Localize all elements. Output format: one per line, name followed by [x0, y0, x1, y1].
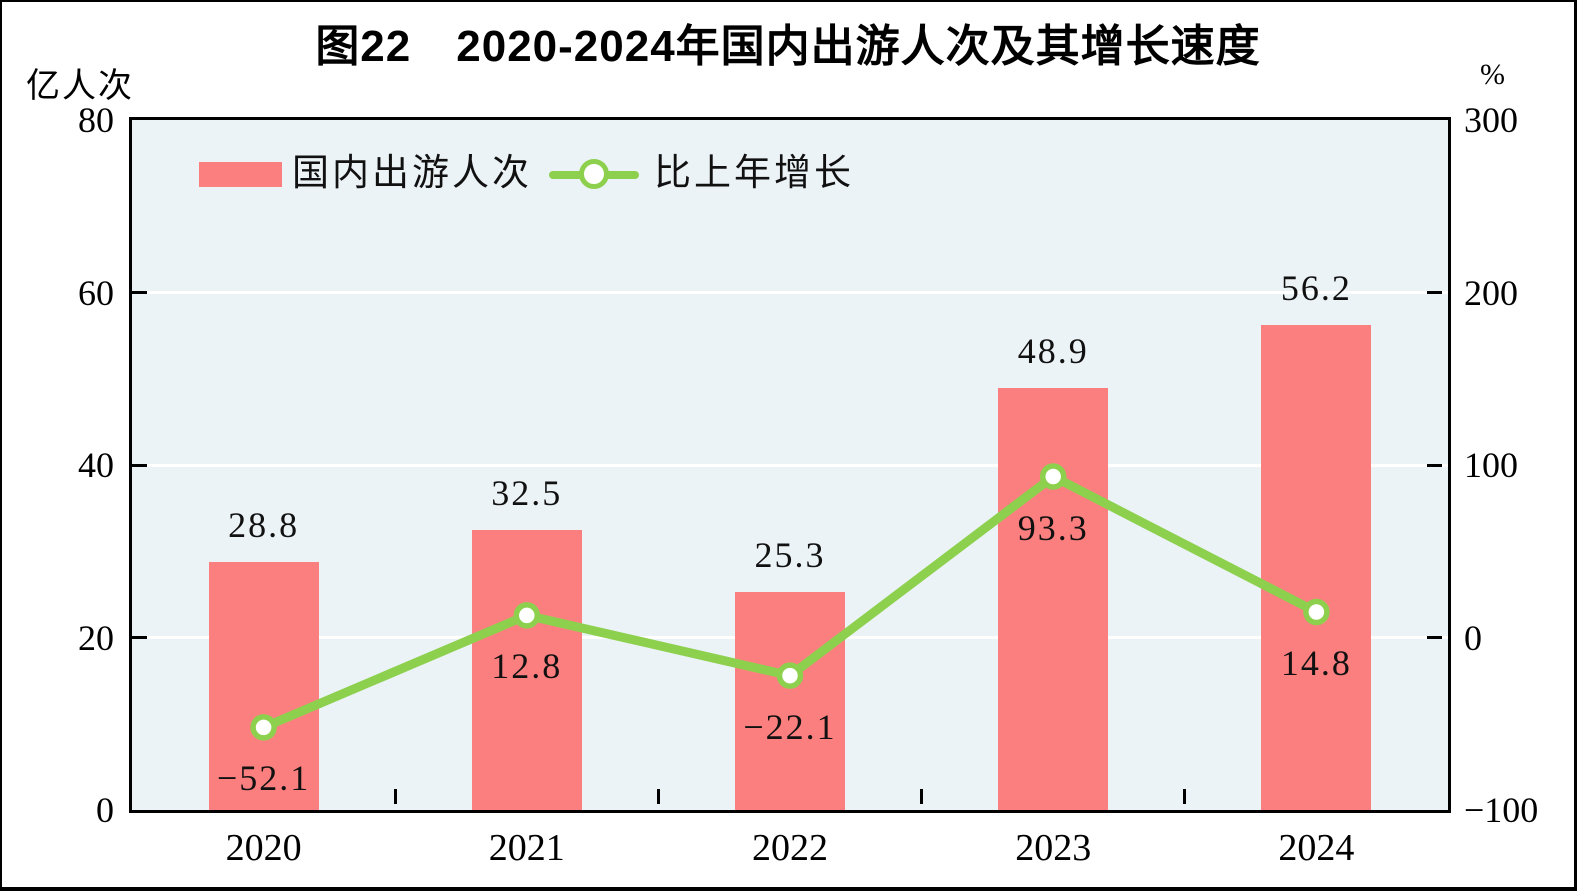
line-point-2021 [513, 602, 541, 629]
x-axis-boundary-tickmark-3 [920, 789, 924, 804]
line-value-label-2024: 14.8 [1280, 642, 1352, 683]
legend-label-line-series: 比上年增长 [654, 153, 854, 194]
right-axis-tickmark-200 [1427, 291, 1442, 294]
x-axis-boundary-tickmark-1 [393, 789, 397, 804]
bar-2020 [208, 561, 319, 810]
y-right-tick-label--100: −100 [1464, 790, 1539, 830]
x-axis-label-2022: 2022 [752, 827, 828, 869]
y-left-tick-label-40: 40 [78, 445, 114, 485]
y-left-tick-label-80: 80 [78, 100, 114, 140]
bar-value-label-2021: 32.5 [491, 472, 563, 513]
bar-value-label-2022: 25.3 [754, 534, 826, 575]
gridline-60 [132, 291, 1448, 294]
plot-area: 28.8 32.5 25.3 48.9 56.2 −52.1 12.8 −22.1 93.3 14… [129, 117, 1451, 813]
bar-2021 [471, 529, 582, 810]
y-right-tick-label-300: 300 [1464, 100, 1518, 140]
legend-swatch-bar-series [199, 162, 282, 187]
growth-line-chart [250, 463, 1330, 741]
left-axis-unit-label: 亿人次 [26, 68, 134, 105]
bar-2024 [1261, 325, 1372, 810]
legend-circle-marker-icon [579, 159, 609, 189]
x-axis-label-2023: 2023 [1015, 827, 1092, 869]
x-axis-label-2021: 2021 [488, 827, 565, 869]
y-right-tick-label-200: 200 [1464, 272, 1518, 313]
x-axis-label-2024: 2024 [1278, 827, 1355, 869]
bar-value-label-2024: 56.2 [1280, 268, 1352, 309]
y-left-tick-label-0: 0 [96, 790, 114, 830]
bar-value-label-2020: 28.8 [228, 504, 300, 545]
y-left-tick-label-60: 60 [78, 272, 114, 313]
right-axis-tickmark-0 [1427, 636, 1442, 639]
x-axis-label-2020: 2020 [225, 827, 302, 869]
line-point-2023 [1039, 463, 1067, 490]
bar-2023 [998, 388, 1109, 810]
y-right-tick-label-0: 0 [1464, 617, 1482, 658]
right-axis-tickmark-100 [1427, 463, 1442, 467]
line-value-label-2023: 93.3 [1017, 507, 1089, 548]
line-value-label-2020: −52.1 [216, 758, 311, 799]
right-axis-unit-label: % [1480, 58, 1505, 91]
gridline-40 [132, 463, 1448, 467]
left-axis-tickmark-40 [132, 463, 147, 467]
left-axis-tickmark-60 [132, 291, 147, 294]
y-left-tick-label-20: 20 [78, 617, 114, 658]
x-axis-boundary-tickmark-4 [1183, 789, 1187, 804]
left-axis-tickmark-20 [132, 636, 147, 639]
legend-label-bar-series: 国内出游人次 [292, 153, 532, 194]
line-value-label-2022: −22.1 [743, 706, 837, 747]
x-axis-boundary-tickmark-2 [656, 789, 660, 804]
bar-2022 [735, 591, 845, 810]
line-point-2020 [250, 714, 277, 741]
y-right-tick-label-100: 100 [1464, 445, 1518, 485]
line-point-2024 [1303, 598, 1330, 626]
line-point-2022 [776, 662, 804, 689]
bar-value-label-2023: 48.9 [1017, 331, 1089, 372]
line-value-label-2021: 12.8 [491, 646, 563, 687]
chart-title: 图22 2020-2024年国内出游人次及其增长速度 [315, 22, 1261, 71]
